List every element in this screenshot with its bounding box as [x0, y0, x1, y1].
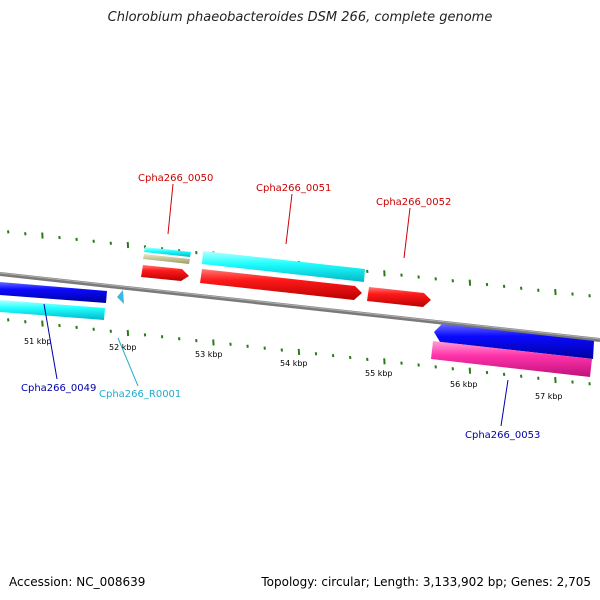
tick-label: 53 kbp — [195, 350, 223, 359]
feature-cpha266-0051[interactable] — [200, 251, 365, 300]
leader-line — [403, 207, 411, 259]
cds-block[interactable] — [0, 300, 105, 320]
tick-labels: 51 kbp 52 kbp 53 kbp 54 kbp 55 kbp 56 kb… — [24, 337, 563, 401]
tick-label: 51 kbp — [24, 337, 52, 346]
tick-label: 52 kbp — [109, 343, 137, 352]
feature-cpha266-0050[interactable] — [141, 247, 191, 281]
feature-label-cpha266-0053[interactable]: Cpha266_0053 — [465, 430, 540, 441]
genome-backbone — [0, 272, 600, 342]
feature-label-cpha266-0052[interactable]: Cpha266_0052 — [376, 197, 451, 208]
rna-arrow[interactable] — [117, 290, 124, 304]
cds-block[interactable] — [431, 341, 592, 377]
leader-line — [43, 303, 58, 380]
genome-summary-text: Topology: circular; Length: 3,133,902 bp… — [261, 575, 591, 589]
feature-label-cpha266-0051[interactable]: Cpha266_0051 — [256, 183, 331, 194]
feature-labels: Cpha266_0050 Cpha266_0051 Cpha266_0052 C… — [21, 173, 540, 441]
map-title: Chlorobium phaeobacteroides DSM 266, com… — [107, 10, 493, 25]
tick-label: 55 kbp — [365, 369, 393, 378]
tick-label: 56 kbp — [450, 380, 478, 389]
feature-label-cpha266-0050[interactable]: Cpha266_0050 — [138, 173, 213, 184]
tick-label: 57 kbp — [535, 392, 563, 401]
gene-arrow[interactable] — [434, 324, 594, 359]
genome-backbone-highlight — [0, 272, 600, 340]
feature-label-cpha266-r0001[interactable]: Cpha266_R0001 — [99, 389, 181, 400]
gene-block[interactable] — [0, 282, 107, 303]
misc-feature-block[interactable] — [143, 254, 190, 264]
label-leaders — [43, 183, 509, 427]
gene-arrow[interactable] — [200, 269, 362, 300]
leader-line — [167, 183, 174, 235]
feature-label-cpha266-0049[interactable]: Cpha266_0049 — [21, 383, 96, 394]
tick-label: 54 kbp — [280, 359, 308, 368]
gene-arrow[interactable] — [141, 265, 189, 281]
cds-block[interactable] — [202, 251, 365, 282]
leader-line — [500, 379, 509, 427]
cds-block[interactable] — [144, 247, 191, 257]
feature-cpha266-0053[interactable] — [431, 324, 594, 377]
leader-line — [285, 193, 293, 245]
gene-arrow[interactable] — [367, 287, 431, 307]
leader-line — [117, 337, 139, 387]
feature-cpha266-0052[interactable] — [367, 287, 431, 307]
inner-tick-track — [7, 318, 591, 386]
feature-cpha266-0049[interactable] — [0, 282, 107, 320]
accession-text: Accession: NC_008639 — [9, 575, 146, 589]
feature-cpha266-r0001[interactable] — [117, 290, 124, 304]
